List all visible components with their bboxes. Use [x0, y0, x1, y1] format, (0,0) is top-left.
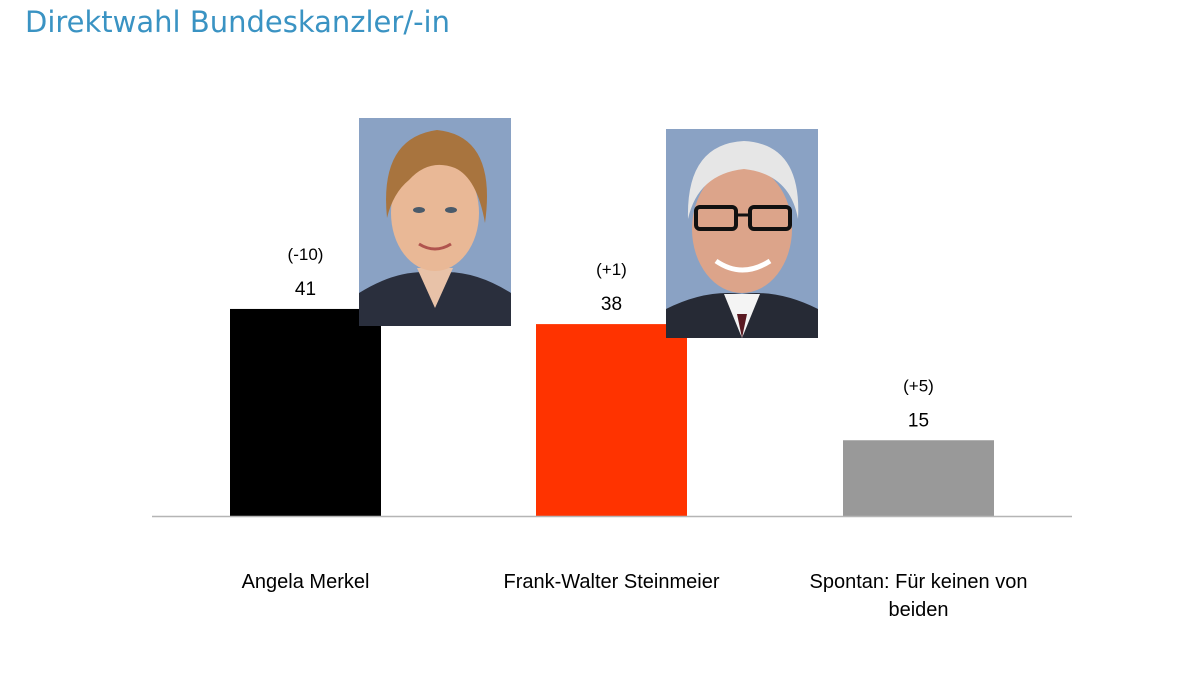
change-label: (+5) [903, 376, 934, 395]
chart-title: Direktwahl Bundeskanzler/-in [25, 5, 450, 39]
bar [843, 440, 994, 516]
data-label: 41 [295, 279, 316, 300]
merkel-photo [359, 118, 511, 326]
category-label: Spontan: Für keinen von beiden [810, 571, 1028, 621]
steinmeier-photo [666, 129, 818, 338]
change-label: (-10) [288, 245, 324, 264]
data-label: 38 [601, 294, 622, 315]
category-label: Angela Merkel [242, 571, 370, 593]
category-label: Frank-Walter Steinmeier [504, 571, 720, 593]
bar [230, 308, 381, 516]
change-label: (+1) [596, 260, 627, 279]
data-label: 15 [908, 410, 929, 431]
bar [536, 324, 687, 516]
